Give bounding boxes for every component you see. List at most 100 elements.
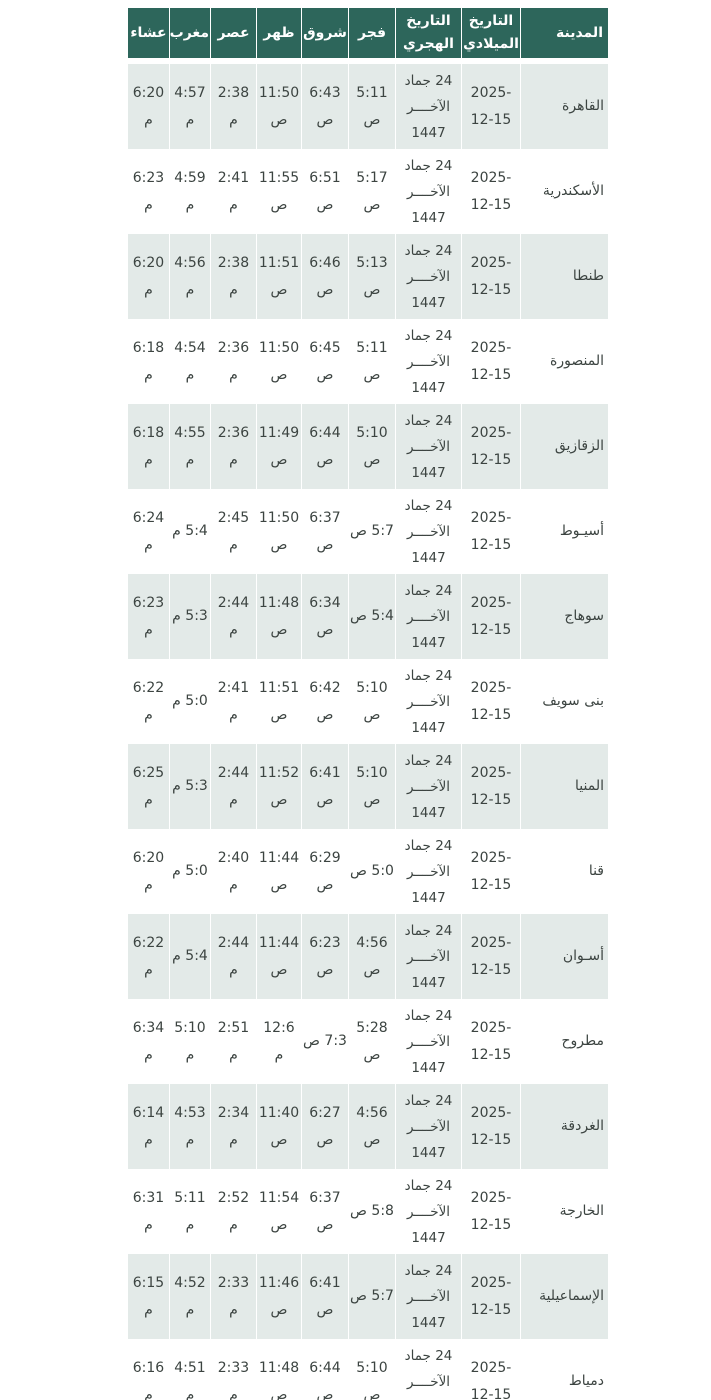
cell-hijri-date: 24 جماد الآخــــر 1447 [395,659,461,744]
cell-dhuhr-time: 11:51 ص [256,659,301,744]
cell-shurooq-time: 6:27 ص [301,1084,348,1169]
cell-asr-time: 2:45 م [210,489,256,574]
cell-gregorian-date: 2025-12-15 [461,744,520,829]
cell-dhuhr-time: 11:50 ص [256,489,301,574]
cell-shurooq-time: 6:44 ص [301,1339,348,1400]
cell-dhuhr-time: 11:48 ص [256,574,301,659]
table-row: الإسماعيلية 2025-12-15 24 جماد الآخــــر… [128,1254,608,1339]
cell-maghrib-time: 5:0 م [169,659,210,744]
cell-asr-time: 2:33 م [210,1254,256,1339]
cell-asr-time: 2:41 م [210,659,256,744]
cell-isha-time: 6:16 م [128,1339,169,1400]
cell-isha-time: 6:14 م [128,1084,169,1169]
cell-asr-time: 2:36 م [210,404,256,489]
cell-shurooq-time: 6:41 ص [301,1254,348,1339]
cell-maghrib-time: 5:3 م [169,574,210,659]
cell-hijri-date: 24 جماد الآخــــر 1447 [395,999,461,1084]
cell-shurooq-time: 6:34 ص [301,574,348,659]
cell-city: المنيا [520,744,608,829]
cell-dhuhr-time: 11:50 ص [256,64,301,149]
cell-isha-time: 6:23 م [128,149,169,234]
cell-asr-time: 2:44 م [210,914,256,999]
cell-dhuhr-time: 11:44 ص [256,914,301,999]
cell-asr-time: 2:33 م [210,1339,256,1400]
cell-gregorian-date: 2025-12-15 [461,999,520,1084]
cell-shurooq-time: 6:29 ص [301,829,348,914]
cell-maghrib-time: 5:4 م [169,489,210,574]
cell-shurooq-time: 6:37 ص [301,1169,348,1254]
cell-asr-time: 2:41 م [210,149,256,234]
table-row: المنصورة 2025-12-15 24 جماد الآخــــر 14… [128,319,608,404]
cell-fajr-time: 5:11 ص [348,319,395,404]
table-row: سوهاج 2025-12-15 24 جماد الآخــــر 1447 … [128,574,608,659]
cell-city: الإسماعيلية [520,1254,608,1339]
cell-dhuhr-time: 11:54 ص [256,1169,301,1254]
cell-isha-time: 6:18 م [128,404,169,489]
cell-hijri-date: 24 جماد الآخــــر 1447 [395,1339,461,1400]
cell-fajr-time: 5:10 ص [348,1339,395,1400]
cell-isha-time: 6:20 م [128,829,169,914]
cell-hijri-date: 24 جماد الآخــــر 1447 [395,914,461,999]
cell-isha-time: 6:24 م [128,489,169,574]
header-cell-city: المدينة [520,8,608,64]
cell-shurooq-time: 6:43 ص [301,64,348,149]
cell-fajr-time: 5:4 ص [348,574,395,659]
table-row: القاهرة 2025-12-15 24 جماد الآخــــر 144… [128,64,608,149]
cell-gregorian-date: 2025-12-15 [461,914,520,999]
cell-gregorian-date: 2025-12-15 [461,1084,520,1169]
cell-shurooq-time: 7:3 ص [301,999,348,1084]
table-row: مطروح 2025-12-15 24 جماد الآخــــر 1447 … [128,999,608,1084]
cell-asr-time: 2:40 م [210,829,256,914]
cell-isha-time: 6:23 م [128,574,169,659]
cell-maghrib-time: 4:56 م [169,234,210,319]
header-cell-asr: عصر [210,8,256,64]
cell-dhuhr-time: 11:46 ص [256,1254,301,1339]
prayer-times-table-body: القاهرة 2025-12-15 24 جماد الآخــــر 144… [128,64,608,1400]
cell-city: سوهاج [520,574,608,659]
table-row: بنى سويف 2025-12-15 24 جماد الآخــــر 14… [128,659,608,744]
cell-dhuhr-time: 11:44 ص [256,829,301,914]
cell-gregorian-date: 2025-12-15 [461,404,520,489]
cell-city: أسـوان [520,914,608,999]
cell-asr-time: 2:36 م [210,319,256,404]
cell-asr-time: 2:51 م [210,999,256,1084]
cell-asr-time: 2:44 م [210,574,256,659]
cell-hijri-date: 24 جماد الآخــــر 1447 [395,1254,461,1339]
cell-gregorian-date: 2025-12-15 [461,149,520,234]
cell-city: الزقازيق [520,404,608,489]
cell-hijri-date: 24 جماد الآخــــر 1447 [395,149,461,234]
cell-shurooq-time: 6:37 ص [301,489,348,574]
table-row: طنطا 2025-12-15 24 جماد الآخــــر 1447 5… [128,234,608,319]
cell-maghrib-time: 4:54 م [169,319,210,404]
cell-dhuhr-time: 11:51 ص [256,234,301,319]
cell-gregorian-date: 2025-12-15 [461,659,520,744]
cell-gregorian-date: 2025-12-15 [461,829,520,914]
table-row: الزقازيق 2025-12-15 24 جماد الآخــــر 14… [128,404,608,489]
cell-fajr-time: 5:7 ص [348,1254,395,1339]
cell-shurooq-time: 6:23 ص [301,914,348,999]
header-cell-fajr: فجر [348,8,395,64]
prayer-times-table-container: المدينة التاريخ الميلادي التاريخ الهجري … [127,8,608,1400]
cell-city: قنا [520,829,608,914]
cell-city: الأسكندرية [520,149,608,234]
cell-isha-time: 6:18 م [128,319,169,404]
cell-dhuhr-time: 11:50 ص [256,319,301,404]
cell-city: بنى سويف [520,659,608,744]
cell-asr-time: 2:38 م [210,64,256,149]
cell-hijri-date: 24 جماد الآخــــر 1447 [395,1084,461,1169]
cell-city: مطروح [520,999,608,1084]
cell-asr-time: 2:38 م [210,234,256,319]
cell-hijri-date: 24 جماد الآخــــر 1447 [395,829,461,914]
table-row: الخارجة 2025-12-15 24 جماد الآخــــر 144… [128,1169,608,1254]
cell-gregorian-date: 2025-12-15 [461,1254,520,1339]
cell-gregorian-date: 2025-12-15 [461,1169,520,1254]
cell-city: طنطا [520,234,608,319]
cell-dhuhr-time: 11:49 ص [256,404,301,489]
table-row: الأسكندرية 2025-12-15 24 جماد الآخــــر … [128,149,608,234]
cell-dhuhr-time: 11:52 ص [256,744,301,829]
cell-shurooq-time: 6:41 ص [301,744,348,829]
cell-shurooq-time: 6:45 ص [301,319,348,404]
cell-gregorian-date: 2025-12-15 [461,319,520,404]
cell-isha-time: 6:31 م [128,1169,169,1254]
